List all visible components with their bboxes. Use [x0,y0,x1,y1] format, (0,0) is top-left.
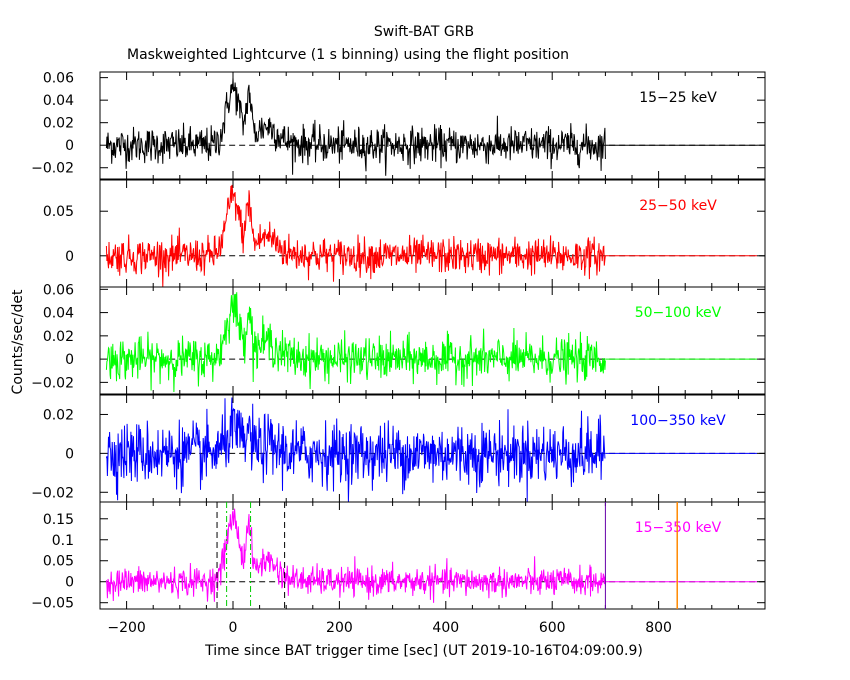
chart-title: Swift-BAT GRB [374,24,474,40]
y-tick-label: −0.02 [31,375,74,391]
chart-subtitle: Maskweighted Lightcurve (1 s binning) us… [127,47,569,63]
y-tick-label: 0.04 [43,306,74,322]
series-line [105,292,606,393]
x-tick-label: 800 [645,620,672,636]
y-tick-label: 0 [65,352,74,368]
y-tick-label: −0.05 [31,596,74,612]
panel-4: −0.02 0 0.02 100−350 keV [31,394,766,503]
series-line [105,508,606,603]
panel-3: −0.02 0 0.02 0.04 0.06 50−100 keV [31,282,766,395]
y-tick-label: 0.02 [43,116,74,132]
y-tick-label: 0 [65,138,74,154]
x-tick-label: 400 [432,620,459,636]
y-axis-label: Counts/sec/det [10,289,26,394]
series-label: 25−50 keV [639,198,717,214]
panel-1: −0.02 0 0.02 0.04 0.06 15−25 keV [31,71,766,180]
x-tick-label: 0 [229,620,238,636]
series-line [105,184,606,288]
series-line [105,397,606,503]
y-tick-label: 0.05 [43,554,74,570]
y-tick-label: 0.06 [43,71,74,87]
panel-2: 0 0.05 25−50 keV [43,179,766,288]
panels: −0.02 0 0.02 0.04 0.06 15−25 keV 0 0.05 25−50 ke… [31,71,766,636]
y-tick-label: 0.04 [43,93,74,109]
panel-frame [99,179,766,288]
series-label: 15−350 keV [635,520,722,536]
panel-frame [99,501,766,610]
panel-frame [99,71,766,180]
series-label: 100−350 keV [630,413,726,429]
y-tick-label: 0.02 [43,329,74,345]
y-tick-label: 0 [65,446,74,462]
series-line [105,77,606,176]
y-tick-label: 0 [65,249,74,265]
x-axis-label: Time since BAT trigger time [sec] (UT 20… [204,643,643,659]
x-tick-label: 200 [326,620,353,636]
y-tick-label: 0.15 [43,512,74,528]
y-tick-label: 0.02 [43,407,74,423]
series-label: 15−25 keV [639,90,717,106]
x-tick-label: −200 [107,620,145,636]
y-tick-label: −0.02 [31,161,74,177]
panel-5: −0.05 0 0.05 0.1 0.15 15−350 keV −200 0 200 400 60… [31,501,766,636]
y-tick-label: 0.1 [52,533,74,549]
y-tick-label: 0.06 [43,282,74,298]
series-label: 50−100 keV [635,305,722,321]
panel-frame [99,286,766,395]
y-tick-label: 0.05 [43,204,74,220]
y-tick-label: −0.02 [31,485,74,501]
y-tick-label: 0 [65,575,74,591]
x-tick-label: 600 [539,620,566,636]
